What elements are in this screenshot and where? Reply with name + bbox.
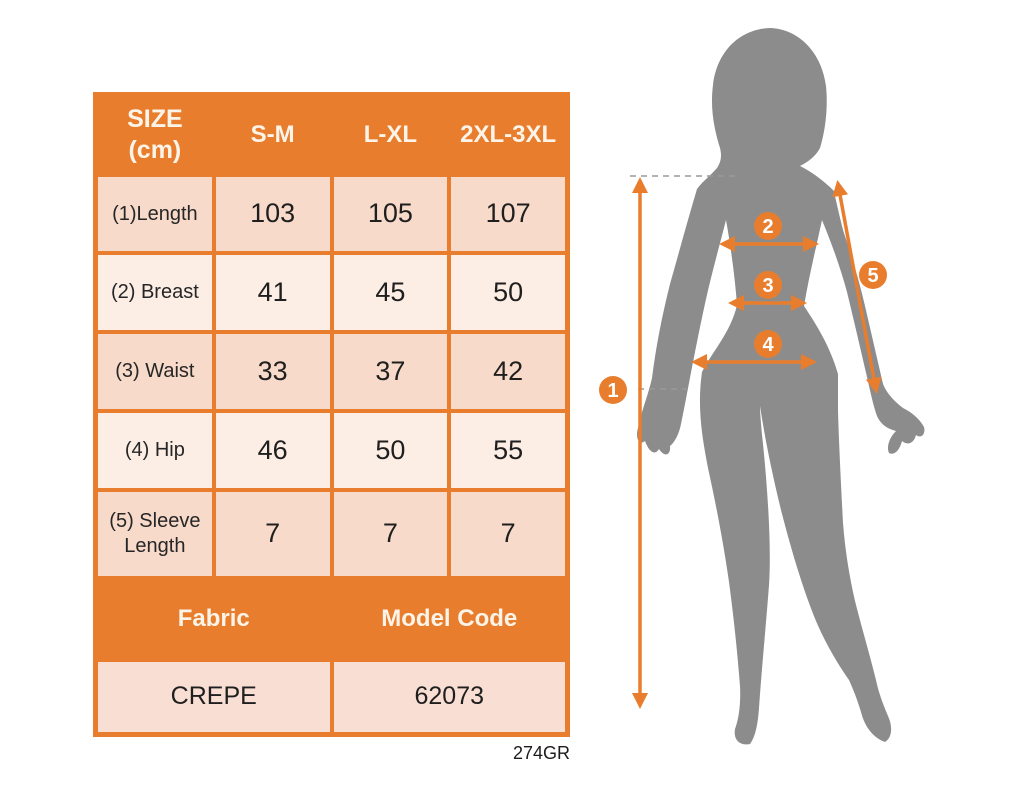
size-header-cell: SIZE (cm) (98, 97, 212, 173)
value-breast-lxl: 45 (333, 255, 448, 330)
svg-text:5: 5 (867, 265, 878, 287)
svg-text:3: 3 (762, 275, 773, 297)
model-code-header-cell: Model Code (333, 580, 565, 658)
marker-4-hip: 4 (754, 330, 782, 358)
svg-text:1: 1 (607, 380, 618, 402)
svg-text:4: 4 (762, 334, 774, 356)
row-label-sleeve: (5) Sleeve Length (98, 492, 212, 576)
sleeve-arrow (832, 180, 882, 394)
svg-text:2: 2 (762, 216, 773, 238)
row-label-breast: (2) Breast (98, 255, 212, 330)
marker-2-breast: 2 (754, 212, 782, 240)
value-length-lxl: 105 (333, 177, 448, 251)
body-silhouette (636, 28, 925, 745)
value-waist-sm: 33 (215, 334, 330, 409)
column-header-2xl-3xl: 2XL-3XL (451, 97, 565, 173)
value-sleeve-lxl: 7 (333, 492, 448, 576)
value-breast-sm: 41 (215, 255, 330, 330)
size-table: SIZE (cm) S-M L-XL 2XL-3XL (1)Length 103… (93, 92, 570, 737)
row-label-hip: (4) Hip (98, 413, 212, 488)
value-waist-2xl: 42 (451, 334, 565, 409)
value-breast-2xl: 50 (451, 255, 565, 330)
row-label-waist: (3) Waist (98, 334, 212, 409)
value-sleeve-2xl: 7 (451, 492, 565, 576)
value-waist-lxl: 37 (333, 334, 448, 409)
value-sleeve-sm: 7 (215, 492, 330, 576)
fabric-header-cell: Fabric (98, 580, 330, 658)
body-diagram-svg: 1 2 3 4 5 (599, 28, 925, 745)
fabric-value-cell: CREPE (98, 662, 330, 732)
column-header-l-xl: L-XL (333, 97, 448, 173)
model-code-value-cell: 62073 (333, 662, 565, 732)
column-header-s-m: S-M (215, 97, 330, 173)
value-length-sm: 103 (215, 177, 330, 251)
value-hip-sm: 46 (215, 413, 330, 488)
value-hip-lxl: 50 (333, 413, 448, 488)
value-length-2xl: 107 (451, 177, 565, 251)
marker-5-sleeve: 5 (859, 261, 887, 289)
row-label-length: (1)Length (98, 177, 212, 251)
weight-note: 274GR (512, 743, 570, 763)
marker-3-waist: 3 (754, 271, 782, 299)
value-hip-2xl: 55 (451, 413, 565, 488)
marker-1-length: 1 (599, 376, 627, 404)
measurement-diagram: 1 2 3 4 5 (590, 15, 1019, 786)
